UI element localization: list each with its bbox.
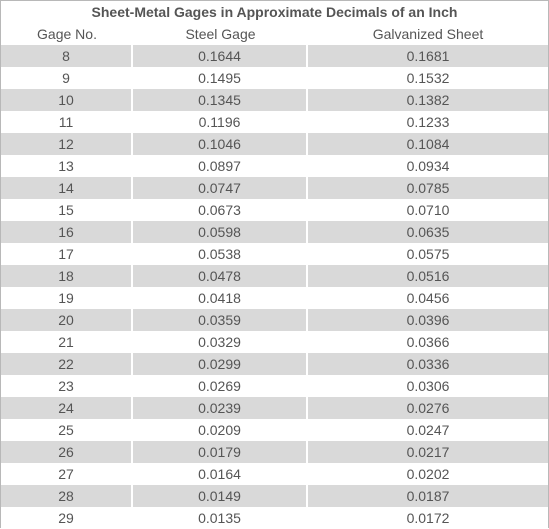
steel-gage-cell: 0.1046 — [133, 133, 308, 155]
steel-gage-cell: 0.0418 — [133, 287, 308, 309]
galvanized-sheet-cell: 0.1233 — [308, 111, 548, 133]
table-body: 8 0.1644 0.1681 9 0.1495 0.1532 10 0.1345 0.1382… — [1, 45, 548, 529]
gage-number-cell: 24 — [1, 397, 133, 419]
gage-number-cell: 9 — [1, 67, 133, 89]
galvanized-sheet-cell: 0.0187 — [308, 485, 548, 507]
galvanized-sheet-cell: 0.0635 — [308, 221, 548, 243]
table-row: 11 0.1196 0.1233 — [1, 111, 548, 133]
table-row: 29 0.0135 0.0172 — [1, 507, 548, 529]
galvanized-sheet-cell: 0.1382 — [308, 89, 548, 111]
column-header-steel-gage: Steel Gage — [133, 23, 308, 45]
galvanized-sheet-cell: 0.0785 — [308, 177, 548, 199]
gage-number-cell: 19 — [1, 287, 133, 309]
table-row: 21 0.0329 0.0366 — [1, 331, 548, 353]
gage-number-cell: 20 — [1, 309, 133, 331]
table-row: 8 0.1644 0.1681 — [1, 45, 548, 67]
table-row: 19 0.0418 0.0456 — [1, 287, 548, 309]
table-row: 14 0.0747 0.0785 — [1, 177, 548, 199]
gage-number-cell: 16 — [1, 221, 133, 243]
galvanized-sheet-cell: 0.0456 — [308, 287, 548, 309]
table-row: 13 0.0897 0.0934 — [1, 155, 548, 177]
table-row: 23 0.0269 0.0306 — [1, 375, 548, 397]
gage-number-cell: 23 — [1, 375, 133, 397]
table-row: 20 0.0359 0.0396 — [1, 309, 548, 331]
galvanized-sheet-cell: 0.1532 — [308, 67, 548, 89]
steel-gage-cell: 0.1345 — [133, 89, 308, 111]
steel-gage-cell: 0.1644 — [133, 45, 308, 67]
steel-gage-cell: 0.0897 — [133, 155, 308, 177]
column-header-gage-no: Gage No. — [1, 23, 133, 45]
gage-number-cell: 26 — [1, 441, 133, 463]
table-row: 9 0.1495 0.1532 — [1, 67, 548, 89]
galvanized-sheet-cell: 0.0396 — [308, 309, 548, 331]
galvanized-sheet-cell: 0.0247 — [308, 419, 548, 441]
steel-gage-cell: 0.0478 — [133, 265, 308, 287]
galvanized-sheet-cell: 0.1681 — [308, 45, 548, 67]
table-row: 22 0.0299 0.0336 — [1, 353, 548, 375]
gage-number-cell: 12 — [1, 133, 133, 155]
gage-number-cell: 17 — [1, 243, 133, 265]
table-row: 18 0.0478 0.0516 — [1, 265, 548, 287]
galvanized-sheet-cell: 0.0306 — [308, 375, 548, 397]
steel-gage-cell: 0.0164 — [133, 463, 308, 485]
table-row: 17 0.0538 0.0575 — [1, 243, 548, 265]
steel-gage-cell: 0.0329 — [133, 331, 308, 353]
steel-gage-cell: 0.0359 — [133, 309, 308, 331]
steel-gage-cell: 0.1196 — [133, 111, 308, 133]
galvanized-sheet-cell: 0.0276 — [308, 397, 548, 419]
table-row: 27 0.0164 0.0202 — [1, 463, 548, 485]
table-row: 16 0.0598 0.0635 — [1, 221, 548, 243]
galvanized-sheet-cell: 0.0516 — [308, 265, 548, 287]
galvanized-sheet-cell: 0.0366 — [308, 331, 548, 353]
gage-number-cell: 8 — [1, 45, 133, 67]
table-row: 24 0.0239 0.0276 — [1, 397, 548, 419]
galvanized-sheet-cell: 0.0172 — [308, 507, 548, 529]
galvanized-sheet-cell: 0.0336 — [308, 353, 548, 375]
table-row: 25 0.0209 0.0247 — [1, 419, 548, 441]
steel-gage-cell: 0.0209 — [133, 419, 308, 441]
steel-gage-cell: 0.0179 — [133, 441, 308, 463]
steel-gage-cell: 0.0269 — [133, 375, 308, 397]
table-header-row: Gage No. Steel Gage Galvanized Sheet — [1, 23, 548, 45]
gage-number-cell: 27 — [1, 463, 133, 485]
gage-number-cell: 29 — [1, 507, 133, 529]
gage-table: Gage No. Steel Gage Galvanized Sheet 8 0.… — [1, 23, 548, 529]
gage-number-cell: 18 — [1, 265, 133, 287]
column-header-galvanized-sheet: Galvanized Sheet — [308, 23, 548, 45]
steel-gage-cell: 0.1495 — [133, 67, 308, 89]
gage-number-cell: 22 — [1, 353, 133, 375]
table-title: Sheet-Metal Gages in Approximate Decimal… — [91, 4, 458, 20]
table-row: 15 0.0673 0.0710 — [1, 199, 548, 221]
steel-gage-cell: 0.0673 — [133, 199, 308, 221]
gage-number-cell: 14 — [1, 177, 133, 199]
galvanized-sheet-cell: 0.0575 — [308, 243, 548, 265]
steel-gage-cell: 0.0598 — [133, 221, 308, 243]
table-row: 28 0.0149 0.0187 — [1, 485, 548, 507]
steel-gage-cell: 0.0299 — [133, 353, 308, 375]
gage-number-cell: 10 — [1, 89, 133, 111]
gage-number-cell: 11 — [1, 111, 133, 133]
steel-gage-cell: 0.0747 — [133, 177, 308, 199]
steel-gage-cell: 0.0149 — [133, 485, 308, 507]
gage-number-cell: 21 — [1, 331, 133, 353]
galvanized-sheet-cell: 0.0934 — [308, 155, 548, 177]
gage-number-cell: 13 — [1, 155, 133, 177]
table-row: 12 0.1046 0.1084 — [1, 133, 548, 155]
table-row: 10 0.1345 0.1382 — [1, 89, 548, 111]
table-row: 26 0.0179 0.0217 — [1, 441, 548, 463]
galvanized-sheet-cell: 0.0202 — [308, 463, 548, 485]
galvanized-sheet-cell: 0.0217 — [308, 441, 548, 463]
steel-gage-cell: 0.0538 — [133, 243, 308, 265]
steel-gage-cell: 0.0239 — [133, 397, 308, 419]
galvanized-sheet-cell: 0.0710 — [308, 199, 548, 221]
gage-number-cell: 25 — [1, 419, 133, 441]
gage-number-cell: 28 — [1, 485, 133, 507]
steel-gage-cell: 0.0135 — [133, 507, 308, 529]
gage-number-cell: 15 — [1, 199, 133, 221]
galvanized-sheet-cell: 0.1084 — [308, 133, 548, 155]
